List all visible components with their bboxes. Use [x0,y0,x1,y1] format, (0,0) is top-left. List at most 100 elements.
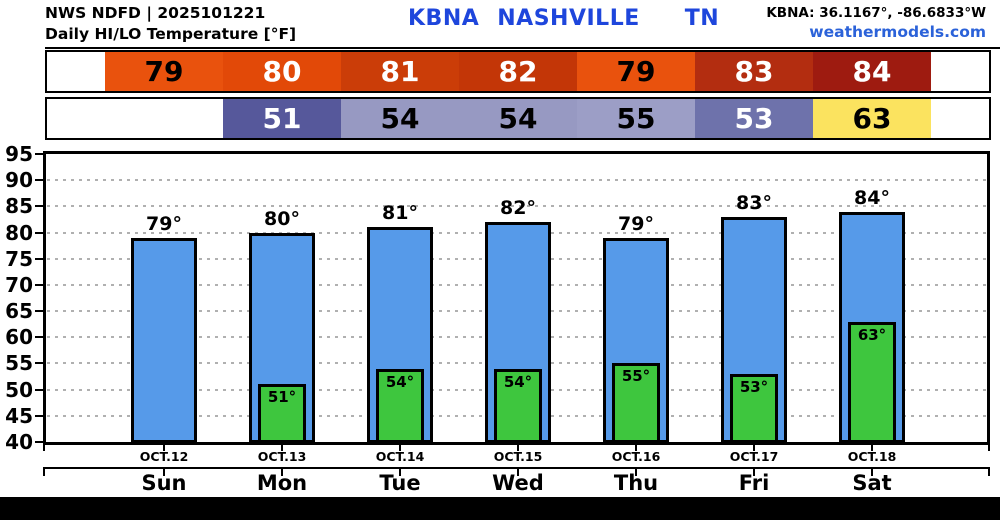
y-axis-tick [35,179,43,182]
date-label: OCT.16 [611,449,661,464]
station-coordinates: KBNA: 36.1167°, -86.6833°W [766,5,986,21]
high-bar-label: 83° [736,191,772,214]
low-bar-label: 54° [385,372,415,391]
date-label: OCT.13 [257,449,307,464]
high-temp-cell: 79 [105,52,223,91]
header-divider [45,47,1000,49]
day-label: Tue [379,471,421,495]
high-bar-label: 80° [264,207,300,230]
day-label: Sat [852,471,892,495]
x-axis-tick [871,445,873,451]
y-axis-label: 85 [5,194,33,219]
high-bar-label: 79° [146,212,182,235]
y-axis-label: 40 [5,430,33,454]
day-axis-tick [988,467,990,476]
y-axis-label: 90 [5,168,33,193]
low-temp-cell: 63 [813,99,931,138]
x-axis-tick [635,445,637,451]
day-axis-tick [43,467,45,476]
low-bar [494,368,542,443]
model-info: NWS NDFD | 2025101221 Daily HI/LO Temper… [45,3,296,45]
product-title-line: Daily HI/LO Temperature [°F] [45,25,297,43]
x-axis-tick [163,445,165,451]
high-bar-label: 81° [382,202,418,225]
high-bar [131,237,197,443]
y-axis-tick [35,231,43,234]
y-axis-tick [35,153,43,155]
low-bar-label: 63° [857,325,887,344]
date-label: OCT.14 [375,449,425,464]
y-axis-tick [35,414,43,417]
y-axis-tick [35,441,43,443]
day-axis-tick [163,467,165,476]
low-temp-strip: 51 54 54 55 53 63 [45,97,991,140]
y-axis-label: 70 [5,272,33,297]
header-right: KBNA: 36.1167°, -86.6833°W weathermodels… [766,5,986,41]
low-bar-label: 55° [621,367,651,386]
y-axis-tick [35,310,43,313]
low-bar [612,363,660,443]
high-temp-cell: 79 [577,52,695,91]
low-bar-label: 54° [503,372,533,391]
day-axis-tick [871,467,873,476]
model-run-line: NWS NDFD | 2025101221 [45,4,266,22]
low-bar-label: 51° [267,388,297,407]
x-axis-tick [281,445,283,451]
y-axis-label: 45 [5,403,33,428]
y-axis-label: 95 [5,142,33,166]
day-label: Wed [492,471,544,495]
gridline [47,179,986,182]
x-axis-tick [399,445,401,451]
date-label: OCT.18 [847,449,897,464]
date-label: OCT.15 [493,449,543,464]
day-axis-tick [281,467,283,476]
y-axis-tick [35,388,43,391]
low-bar-label: 53° [739,377,769,396]
x-axis-tick [753,445,755,451]
station-title: KBNA NASHVILLE TN [408,6,719,31]
y-axis-label: 60 [5,325,33,350]
low-temp-cell: 54 [459,99,577,138]
high-bar-label: 84° [854,186,890,209]
high-temp-strip: 79 80 81 82 79 83 84 [45,50,991,93]
day-axis-tick [753,467,755,476]
high-bar-label: 82° [500,197,536,220]
high-temp-cell: 84 [813,52,931,91]
y-axis-label: 75 [5,246,33,271]
station-state: TN [684,6,720,31]
high-temp-cell: 81 [341,52,459,91]
high-temp-cell: 80 [223,52,341,91]
low-temp-cell: 54 [341,99,459,138]
y-axis-tick [35,362,43,365]
x-axis-tick [988,445,990,451]
y-axis-tick [35,283,43,286]
bottom-bar [0,497,1000,520]
day-axis-line [43,467,990,469]
low-temp-cell: 53 [695,99,813,138]
y-axis-label: 65 [5,299,33,324]
day-label: Mon [256,471,308,495]
y-axis-label: 80 [5,220,33,245]
y-axis-tick [35,257,43,260]
day-label: Thu [613,471,659,495]
low-bar [376,368,424,443]
date-label: OCT.12 [139,449,189,464]
high-temp-cell: 82 [459,52,577,91]
low-temp-cell: 55 [577,99,695,138]
day-axis-tick [517,467,519,476]
y-axis-label: 50 [5,377,33,402]
day-axis-tick [399,467,401,476]
low-bar [848,321,896,443]
high-temp-cell: 83 [695,52,813,91]
x-axis-tick [43,445,45,451]
high-bar-label: 79° [618,212,654,235]
y-axis-tick [35,336,43,339]
day-axis-tick [635,467,637,476]
website-link[interactable]: weathermodels.com [809,23,986,41]
x-axis-tick [517,445,519,451]
low-temp-cell: 51 [223,99,341,138]
station-code: KBNA [408,6,480,31]
low-bar [730,373,778,443]
